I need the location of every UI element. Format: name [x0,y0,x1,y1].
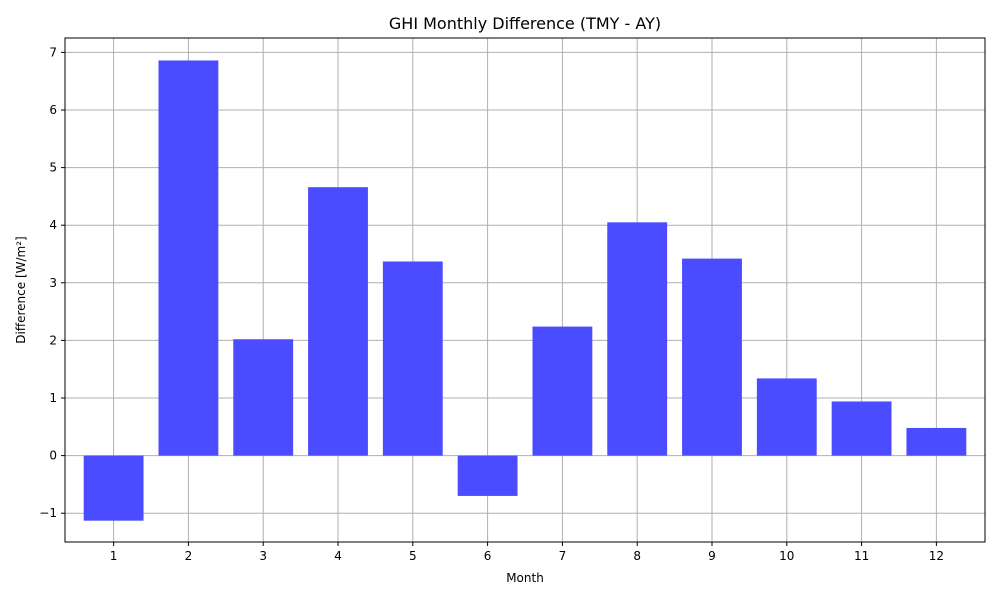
x-tick-label: 3 [259,549,267,563]
chart-title: GHI Monthly Difference (TMY - AY) [389,14,661,33]
bar-month-7 [532,326,593,456]
bar-month-9 [682,258,742,456]
y-tick-label: 5 [49,161,57,175]
bar-month-1 [83,455,144,521]
bar-month-3 [233,339,294,456]
x-tick-label: 8 [633,549,641,563]
x-tick-label: 5 [409,549,417,563]
x-tick-label: 7 [559,549,567,563]
bar-month-12 [906,427,967,456]
x-tick-label: 9 [708,549,716,563]
y-axis-label: Difference [W/m²] [14,236,28,343]
bar-month-8 [607,222,668,456]
bar-month-4 [308,187,368,456]
y-tick-label: 7 [49,45,57,59]
y-tick-label: 0 [49,449,57,463]
x-tick-label: 10 [779,549,794,563]
bar-month-10 [756,378,817,456]
bar-month-6 [457,455,518,496]
bar-month-11 [831,401,892,456]
y-tick-label: 1 [49,391,57,405]
y-tick-label: 2 [49,333,57,347]
x-tick-label: 6 [484,549,492,563]
x-tick-label: 2 [185,549,193,563]
y-tick-label: 4 [49,218,57,232]
x-tick-label: 11 [854,549,869,563]
plot-frame [64,37,986,543]
y-tick-label: 6 [49,103,57,117]
x-tick-label: 1 [110,549,118,563]
x-tick-label: 12 [929,549,944,563]
bar-layer [83,60,967,521]
bar-month-2 [158,60,219,456]
x-tick-label: 4 [334,549,342,563]
y-tick-label: −1 [39,506,57,520]
bar-month-5 [382,261,443,456]
x-axis-label: Month [506,571,544,585]
y-tick-label: 3 [49,276,57,290]
